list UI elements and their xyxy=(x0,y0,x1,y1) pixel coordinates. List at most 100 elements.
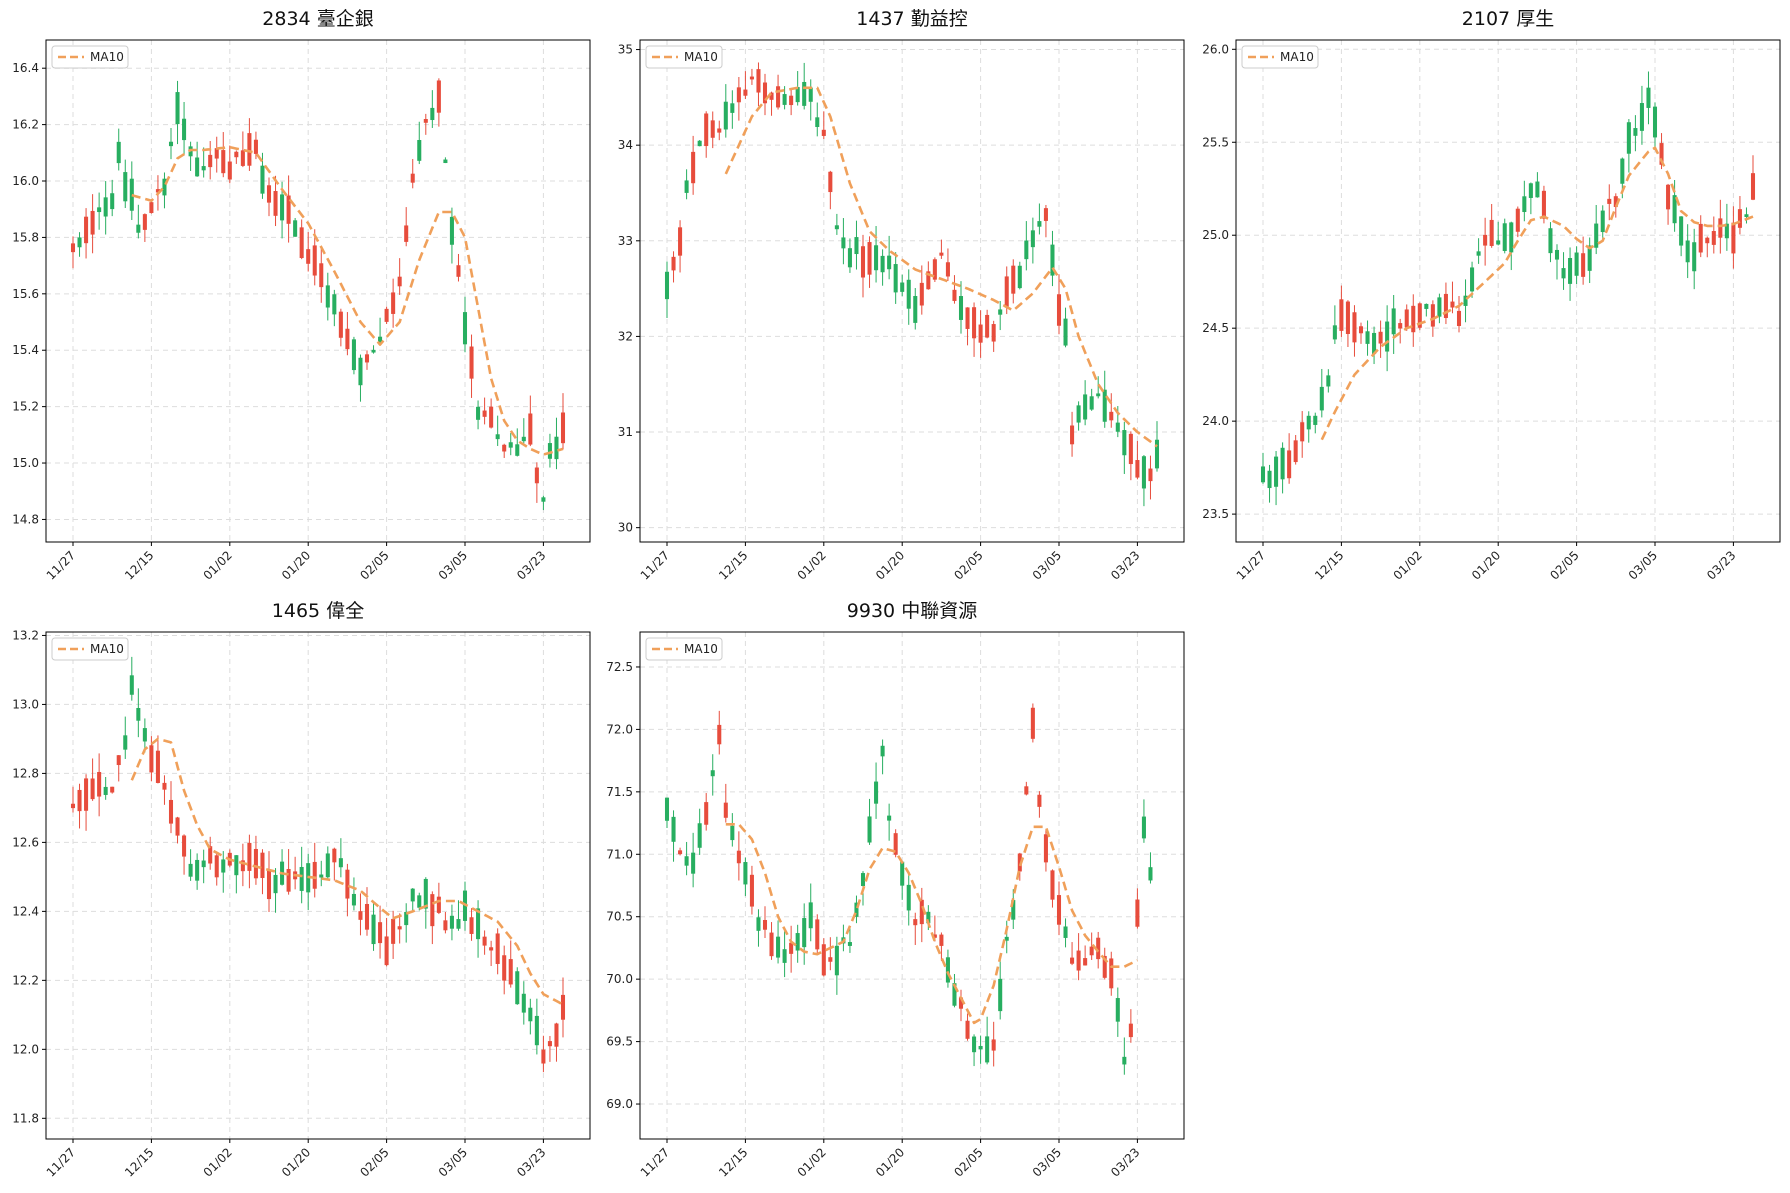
candle-body xyxy=(469,346,474,379)
candle-body xyxy=(906,279,911,309)
x-tick-label: 11/27 xyxy=(638,1145,672,1179)
candle-body xyxy=(860,873,866,887)
candle-body xyxy=(1274,456,1279,487)
ma10-line xyxy=(131,145,564,456)
candle-body xyxy=(417,895,422,908)
candle-body xyxy=(919,899,924,925)
candle-body xyxy=(730,825,735,841)
candle-body xyxy=(1744,214,1749,217)
candle-body xyxy=(358,357,363,386)
plot-frame xyxy=(1235,39,1781,543)
candle-body xyxy=(900,861,905,886)
y-tick-label: 72.5 xyxy=(606,660,633,674)
x-tick-label: 12/15 xyxy=(1312,548,1346,582)
candle-body xyxy=(1083,394,1088,420)
candle-body xyxy=(678,227,683,256)
candle-body xyxy=(247,133,252,166)
x-tick-label: 03/23 xyxy=(514,548,548,582)
candle-body xyxy=(221,859,226,873)
candle-body xyxy=(253,848,258,879)
candle-body xyxy=(1646,87,1651,108)
y-tick-label: 15.0 xyxy=(12,456,39,470)
candle-body xyxy=(77,237,82,248)
candle-body xyxy=(1280,447,1285,480)
y-tick-label: 23.5 xyxy=(1202,507,1229,521)
candle-body xyxy=(1404,309,1409,328)
candle-body xyxy=(743,89,748,96)
candle-body xyxy=(1063,926,1068,938)
chart-title: 1437 勤益控 xyxy=(856,8,967,30)
candle-body xyxy=(423,119,428,123)
candle-body xyxy=(1698,223,1703,253)
candle-body xyxy=(972,307,977,339)
x-tick-label: 02/05 xyxy=(1547,548,1581,582)
y-tick-label: 71.0 xyxy=(606,847,633,861)
candle-body xyxy=(1554,249,1560,260)
candle-body xyxy=(489,947,494,951)
candle-body xyxy=(560,412,566,444)
candle-body xyxy=(958,997,964,1009)
candle-body xyxy=(306,249,311,264)
candle-body xyxy=(1083,958,1088,966)
candle-body xyxy=(1326,375,1331,387)
candle-body xyxy=(358,911,363,920)
candle-body xyxy=(325,853,330,878)
candle-body xyxy=(1613,196,1618,207)
y-tick-label: 12.8 xyxy=(12,766,39,780)
candle-body xyxy=(495,933,500,964)
candle-body xyxy=(1626,122,1631,154)
candle-body xyxy=(240,860,245,872)
legend-box xyxy=(51,637,129,661)
candle-body xyxy=(906,884,911,911)
candle-body xyxy=(260,852,265,879)
candle-body xyxy=(560,994,566,1020)
candle-body xyxy=(736,87,741,103)
candle-body xyxy=(260,165,265,194)
candle-body xyxy=(489,406,494,428)
candle-body xyxy=(247,842,252,871)
legend-label: MA10 xyxy=(90,50,124,64)
y-tick-label: 24.0 xyxy=(1202,414,1229,428)
candle-body xyxy=(155,750,160,783)
y-tick-label: 16.0 xyxy=(12,174,39,188)
candle-body xyxy=(867,242,872,275)
candle-body xyxy=(678,850,683,855)
candle-body xyxy=(782,94,787,105)
candle-body xyxy=(384,308,389,322)
candle-body xyxy=(345,869,350,899)
candle-body xyxy=(1685,240,1690,263)
candle-body xyxy=(991,324,996,342)
x-tick-label: 01/20 xyxy=(279,548,313,582)
candle-body xyxy=(404,911,409,926)
x-tick-label: 03/23 xyxy=(514,1145,548,1179)
candle-body xyxy=(554,436,559,460)
candle-body xyxy=(168,799,174,824)
candle-body xyxy=(1718,218,1723,238)
candle-body xyxy=(1568,258,1573,284)
x-tick-label: 01/20 xyxy=(873,1145,907,1179)
candle-body xyxy=(508,442,513,448)
legend-label: MA10 xyxy=(1280,50,1314,64)
y-tick-label: 34 xyxy=(618,138,633,152)
candle-body xyxy=(554,1023,559,1047)
candle-body xyxy=(319,874,324,878)
x-tick-label: 01/02 xyxy=(201,1145,235,1179)
candle-body xyxy=(880,255,885,273)
candle-body xyxy=(502,444,507,452)
candle-body xyxy=(1260,466,1266,483)
legend: MA10 xyxy=(51,45,129,69)
candle-body xyxy=(854,902,859,917)
candle-body xyxy=(1522,196,1527,213)
chart-title: 2834 臺企銀 xyxy=(262,8,373,30)
candle-body xyxy=(195,859,200,881)
y-tick-label: 15.8 xyxy=(12,230,39,244)
candle-body xyxy=(214,855,219,878)
candle-body xyxy=(762,919,768,930)
candle-body xyxy=(280,194,285,221)
y-tick-label: 12.2 xyxy=(12,973,39,987)
candle-body xyxy=(874,781,879,804)
candle-body xyxy=(110,193,115,210)
candle-body xyxy=(397,926,402,930)
candle-body xyxy=(462,312,468,345)
candle-body xyxy=(449,915,454,929)
